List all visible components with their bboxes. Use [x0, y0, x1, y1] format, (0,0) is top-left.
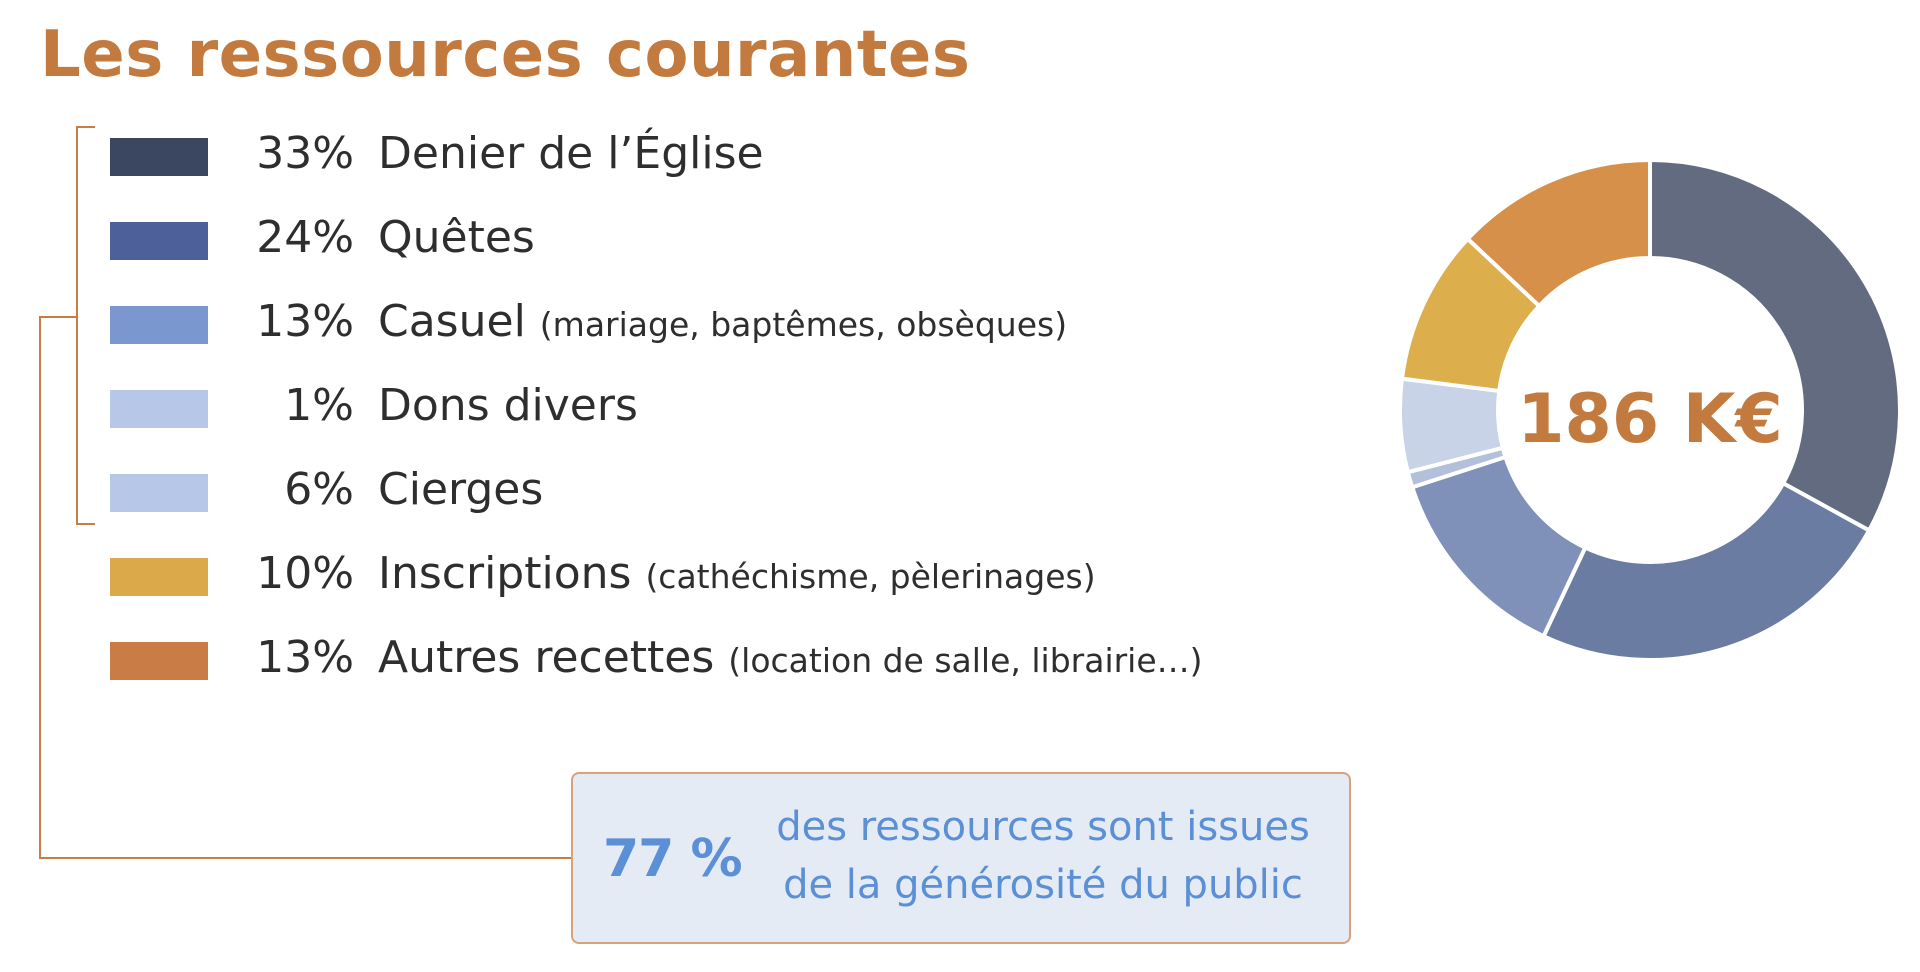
callout-line-2: de la générosité du public: [783, 862, 1303, 908]
legend-percent: 6%: [284, 464, 354, 515]
page-title: Les ressources courantes: [40, 18, 971, 92]
legend-item: 24% Quêtes: [110, 208, 1410, 268]
legend-percent: 10%: [256, 548, 354, 599]
legend-percent: 1%: [284, 380, 354, 431]
legend-label: Cierges: [378, 460, 543, 520]
legend-label-main: Quêtes: [378, 212, 535, 263]
legend-label-main: Dons divers: [378, 380, 638, 431]
legend-percent: 33%: [256, 128, 354, 179]
callout-text: des ressources sont issues de la généros…: [753, 798, 1333, 914]
callout-percentage: 77 %: [603, 829, 743, 889]
legend-percent: 13%: [256, 296, 354, 347]
legend-label-detail: (location de salle, librairie…): [728, 641, 1203, 680]
donut-chart: [1398, 157, 1902, 662]
legend-label: Denier de l’Église: [378, 124, 764, 184]
legend-swatch: [110, 138, 208, 176]
legend-label-main: Casuel: [378, 296, 526, 347]
legend-label-main: Autres recettes: [378, 632, 715, 683]
legend-swatch: [110, 642, 208, 680]
legend-swatch: [110, 558, 208, 596]
donut-slice: [1464, 157, 1652, 309]
legend-percent: 24%: [256, 212, 354, 263]
legend-label-main: Cierges: [378, 464, 544, 515]
legend-label: Casuel (mariage, baptêmes, obsèques): [378, 292, 1067, 355]
legend-item: 13% Casuel (mariage, baptêmes, obsèques): [110, 292, 1410, 352]
legend-label-detail: (mariage, baptêmes, obsèques): [539, 305, 1068, 344]
donut-total-label: 186 K€: [1517, 380, 1783, 459]
legend-item: 33% Denier de l’Église: [110, 124, 1410, 184]
legend-item: 6% Cierges: [110, 460, 1410, 520]
legend-item: 13% Autres recettes (location de salle, …: [110, 628, 1410, 688]
legend-item: 1% Dons divers: [110, 376, 1410, 436]
legend-label: Autres recettes (location de salle, libr…: [378, 628, 1203, 691]
legend-label: Quêtes: [378, 208, 535, 268]
legend-swatch: [110, 222, 208, 260]
legend-swatch: [110, 390, 208, 428]
legend-swatch: [110, 474, 208, 512]
callout-box: 77 % des ressources sont issues de la gé…: [571, 772, 1351, 944]
donut-slice: [1648, 157, 1902, 534]
donut-slice: [1540, 480, 1872, 662]
legend-label-detail: (cathéchisme, pèlerinages): [645, 557, 1096, 596]
legend-label-main: Inscriptions: [378, 548, 632, 599]
legend-label: Inscriptions (cathéchisme, pèlerinages): [378, 544, 1096, 607]
legend-swatch: [110, 306, 208, 344]
legend-label: Dons divers: [378, 376, 638, 436]
legend-item: 10% Inscriptions (cathéchisme, pèlerinag…: [110, 544, 1410, 604]
callout-line-1: des ressources sont issues: [776, 804, 1310, 850]
legend-label-main: Denier de l’Église: [378, 128, 764, 179]
legend-percent: 13%: [256, 632, 354, 683]
